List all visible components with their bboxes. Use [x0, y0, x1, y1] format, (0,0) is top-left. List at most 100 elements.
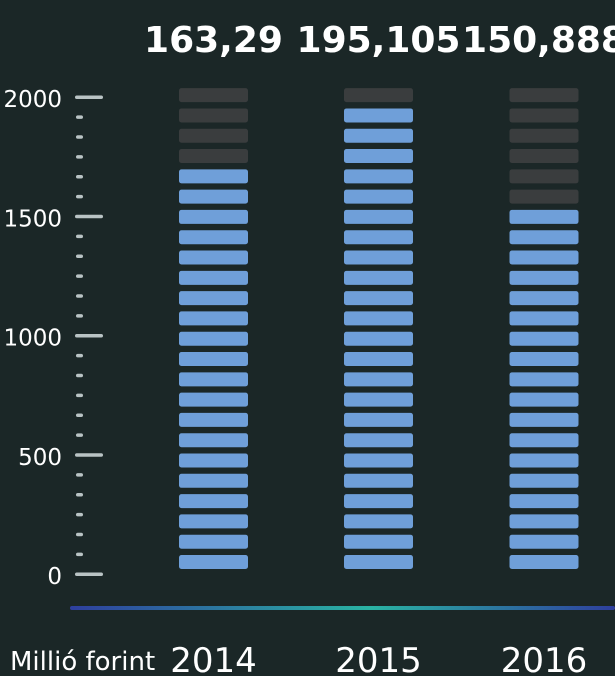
bar-segment-filled	[179, 230, 248, 245]
bar-segment-empty	[344, 88, 413, 103]
y-minor-tick	[76, 373, 83, 378]
bar-segment-filled	[179, 189, 248, 204]
bar-segment-filled	[509, 291, 579, 306]
bar-segment-filled	[179, 169, 248, 184]
y-major-tick	[75, 572, 103, 576]
y-minor-tick	[76, 234, 83, 239]
y-minor-tick	[76, 532, 83, 537]
unit-label: Millió forint	[10, 647, 155, 676]
bar-segment-empty	[179, 128, 248, 143]
bar-segment-filled	[344, 494, 413, 509]
bar-segment-empty	[179, 108, 248, 123]
bar-segment-filled	[179, 514, 248, 529]
bar-segment-filled	[179, 372, 248, 387]
bar-segment-empty	[509, 169, 579, 184]
bar-segment-filled	[179, 352, 248, 367]
bar-segment-filled	[344, 331, 413, 346]
bar-segment-filled	[344, 169, 413, 184]
y-minor-tick	[76, 175, 83, 179]
bar-segment-filled	[179, 311, 248, 326]
bar-segment-filled	[179, 534, 248, 549]
y-major-tick	[75, 95, 103, 99]
bar-segment-filled	[344, 189, 413, 204]
value-labels: 163,29 195,105 150,888	[144, 20, 615, 61]
bar-segment-filled	[509, 352, 579, 367]
bar-segment-empty	[179, 88, 248, 103]
bars	[179, 88, 579, 569]
bar-segment-filled	[509, 514, 579, 529]
y-minor-tick	[76, 194, 83, 199]
y-minor-tick	[76, 294, 83, 298]
bar-segment-filled	[344, 412, 413, 427]
bar-segment-filled	[509, 230, 579, 245]
y-minor-tick	[76, 353, 83, 358]
bar-segment-filled	[344, 209, 413, 224]
x-tick-label-2014: 2014	[170, 641, 257, 676]
bar-segment-filled	[179, 555, 248, 569]
bar-segment-filled	[509, 331, 579, 346]
bar-segment-filled	[179, 473, 248, 488]
y-minor-tick	[76, 493, 83, 497]
bar-segment-filled	[509, 453, 579, 468]
bar-segment-filled	[509, 209, 579, 224]
bar-segment-filled	[179, 331, 248, 346]
bar-segment-filled	[179, 494, 248, 509]
bar-segment-filled	[344, 534, 413, 549]
bar-segment-filled	[344, 128, 413, 143]
bar-segment-empty	[509, 128, 579, 143]
y-minor-tick	[76, 115, 83, 119]
y-minor-tick	[76, 155, 83, 159]
value-label-2014: 163,29	[144, 20, 283, 61]
y-minor-tick	[76, 413, 83, 417]
bar-segment-filled	[179, 453, 248, 468]
y-minor-tick	[76, 552, 83, 557]
bar-segment-filled	[344, 473, 413, 488]
bar-segment-filled	[344, 433, 413, 448]
bar-2016	[509, 88, 579, 569]
x-tick-label-2016: 2016	[501, 641, 588, 676]
y-major-tick	[75, 214, 103, 219]
bar-segment-empty	[509, 88, 579, 103]
y-minor-tick	[76, 135, 83, 139]
bar-segment-filled	[179, 250, 248, 265]
bar-segment-filled	[509, 473, 579, 488]
bar-segment-filled	[344, 270, 413, 285]
bar-segment-filled	[179, 412, 248, 427]
y-tick-label: 0	[47, 564, 62, 590]
bar-segment-filled	[344, 372, 413, 387]
bar-segment-filled	[344, 291, 413, 306]
bar-segment-filled	[344, 108, 413, 123]
y-tick-label: 1500	[3, 206, 62, 232]
y-major-tick	[75, 334, 103, 338]
y-minor-tick	[76, 274, 83, 278]
bar-segment-filled	[509, 433, 579, 448]
bar-segment-empty	[179, 149, 248, 164]
bar-segment-filled	[344, 230, 413, 245]
bar-segment-filled	[179, 433, 248, 448]
bar-segment-filled	[509, 311, 579, 326]
bar-segment-filled	[509, 534, 579, 549]
bar-segment-empty	[509, 108, 579, 123]
y-tick-label: 1000	[3, 326, 62, 352]
y-minor-tick	[76, 393, 83, 398]
bar-segment-filled	[344, 250, 413, 265]
y-minor-tick	[76, 254, 83, 258]
bar-segment-empty	[509, 189, 579, 204]
bar-segment-filled	[344, 352, 413, 367]
y-minor-tick	[76, 314, 83, 318]
y-minor-tick	[76, 512, 83, 517]
bar-segment-filled	[179, 270, 248, 285]
bar-segment-empty	[509, 149, 579, 164]
x-axis: 2014 2015 2016	[170, 641, 587, 676]
bar-segment-filled	[179, 209, 248, 224]
bar-segment-filled	[509, 494, 579, 509]
y-minor-tick	[76, 473, 83, 477]
bar-segment-filled	[509, 412, 579, 427]
baseline	[70, 606, 615, 610]
bar-segment-filled	[344, 392, 413, 407]
value-label-2016: 150,888	[462, 20, 615, 61]
y-tick-label: 500	[18, 445, 62, 471]
y-tick-label: 2000	[3, 87, 62, 113]
